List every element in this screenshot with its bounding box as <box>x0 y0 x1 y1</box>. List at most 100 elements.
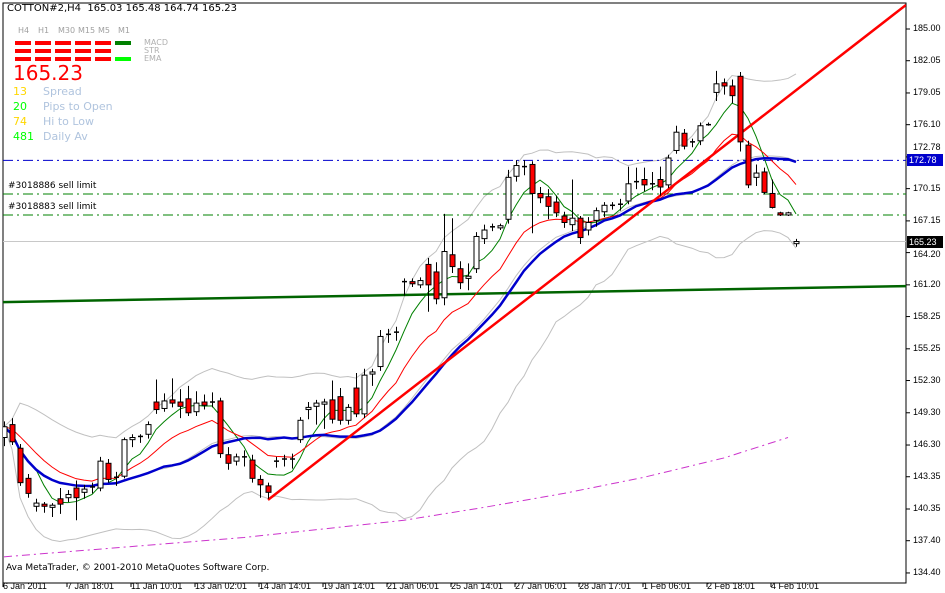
timeframe-label: H4 <box>18 26 30 35</box>
candle-bear <box>217 400 224 455</box>
symbol-label: COTTON#2,H4 <box>7 3 82 14</box>
candle-bear <box>457 268 464 284</box>
stat-value: 74 <box>13 115 27 128</box>
stat-label: Hi to Low <box>43 115 95 128</box>
candle-bear <box>153 401 160 411</box>
candle-bear <box>433 271 440 300</box>
candle-bull <box>97 460 104 489</box>
y-tick-label: 182.05 <box>913 54 941 65</box>
candle-bear <box>737 75 744 143</box>
y-tick-label: 179.05 <box>913 86 941 97</box>
y-tick-label: 140.35 <box>913 502 941 513</box>
candle-bear <box>777 212 784 216</box>
stat-value: 20 <box>13 100 27 113</box>
long-ma-line <box>3 437 789 558</box>
timeframe-label: M5 <box>98 26 110 35</box>
y-tick-label: 185.00 <box>913 23 941 33</box>
y-tick-label: 167.15 <box>913 214 941 225</box>
fast-ma-line <box>3 102 797 504</box>
candle-bull <box>65 493 72 499</box>
y-tick-label: 149.30 <box>913 406 941 417</box>
candle-bear <box>17 447 24 484</box>
candle-bull <box>145 424 152 435</box>
stat-label: Spread <box>43 85 82 98</box>
signal-row-label: EMA <box>144 54 162 63</box>
close-value: 165.23 <box>201 3 237 14</box>
candle-bear <box>657 179 664 188</box>
candle-bull <box>625 183 632 202</box>
x-tick-label: 25 Jan 14:01 <box>451 581 504 591</box>
bid-price-label: 165.23 <box>907 235 943 248</box>
candle-bull <box>505 176 512 220</box>
candle-bear <box>537 192 544 199</box>
stat-value: 13 <box>13 85 27 98</box>
x-tick-label: 6 Jan 2011 <box>3 581 47 591</box>
candle-bear <box>225 454 232 464</box>
x-tick-label: 11 Jan 10:01 <box>131 581 183 591</box>
candle-bull <box>697 125 704 142</box>
candle-bull <box>793 241 800 245</box>
candle-bear <box>329 399 336 420</box>
signal-cell <box>95 57 111 61</box>
y-tick-label: 152.30 <box>913 374 941 385</box>
candle-bull <box>513 165 520 177</box>
candle-bull <box>33 502 40 507</box>
candle-bull <box>585 222 592 231</box>
signal-cell <box>115 49 131 53</box>
signal-cell <box>35 57 51 61</box>
x-tick-label: 1 Feb 06:01 <box>643 581 692 591</box>
stat-row: 13 Spread <box>13 85 82 99</box>
x-tick-label: 14 Jan 14:01 <box>259 581 312 591</box>
y-tick-label: 176.10 <box>913 118 941 129</box>
stat-label: Pips to Open <box>43 100 113 113</box>
candle-bear <box>9 424 16 443</box>
timeframe-label: M30 <box>58 26 76 35</box>
x-tick-label: 4 Feb 10:01 <box>771 581 820 591</box>
x-tick-label: 19 Jan 14:01 <box>323 581 376 591</box>
mid-ma-line <box>3 133 797 482</box>
y-tick-label: 137.40 <box>913 534 941 545</box>
stat-row: 481 Daily Av <box>13 130 88 144</box>
candle-bull <box>569 217 576 226</box>
candle-bull <box>161 400 168 409</box>
candle-bull <box>345 406 352 421</box>
candle-bull <box>665 157 672 186</box>
candle-bear <box>57 498 64 505</box>
y-tick-label: 158.25 <box>913 310 941 321</box>
stat-value: 481 <box>13 130 34 143</box>
signal-cell <box>115 41 131 45</box>
x-tick-label: 27 Jan 06:01 <box>515 581 568 591</box>
candle-bear <box>529 163 536 194</box>
signal-cell <box>15 57 31 61</box>
signal-cell <box>95 49 111 53</box>
bollinger-lower <box>3 230 797 542</box>
candle-bear <box>409 281 416 285</box>
candle-bull <box>785 212 792 216</box>
current-price: 165.23 <box>13 61 83 85</box>
x-tick-label: 2 Feb 18:01 <box>707 581 756 591</box>
signal-cell <box>75 41 91 45</box>
candle-bear <box>729 85 736 97</box>
signal-cell <box>75 57 91 61</box>
trendline <box>267 3 906 501</box>
candle-bear <box>721 82 728 87</box>
candle-bull <box>417 280 424 286</box>
candle-bull <box>593 210 600 221</box>
timeframe-label: M15 <box>78 26 96 35</box>
candle-bull <box>753 172 760 178</box>
candle-bull <box>129 437 136 441</box>
signal-row-label: MACD <box>144 38 168 47</box>
candle-bull <box>481 229 488 240</box>
candle-bull <box>377 335 384 368</box>
signal-cell <box>95 41 111 45</box>
order-label: #3018886 sell limit <box>8 181 97 191</box>
candle-bull <box>473 235 480 270</box>
candle-bear <box>769 192 776 208</box>
candle-bear <box>577 217 584 239</box>
chart-header: COTTON#2,H4 165.03 165.48 164.74 165.23 <box>7 3 237 14</box>
signal-cell <box>115 57 131 61</box>
candle-bull <box>121 439 128 477</box>
high-value: 165.48 <box>125 3 161 14</box>
y-tick-label: 155.25 <box>913 342 941 353</box>
